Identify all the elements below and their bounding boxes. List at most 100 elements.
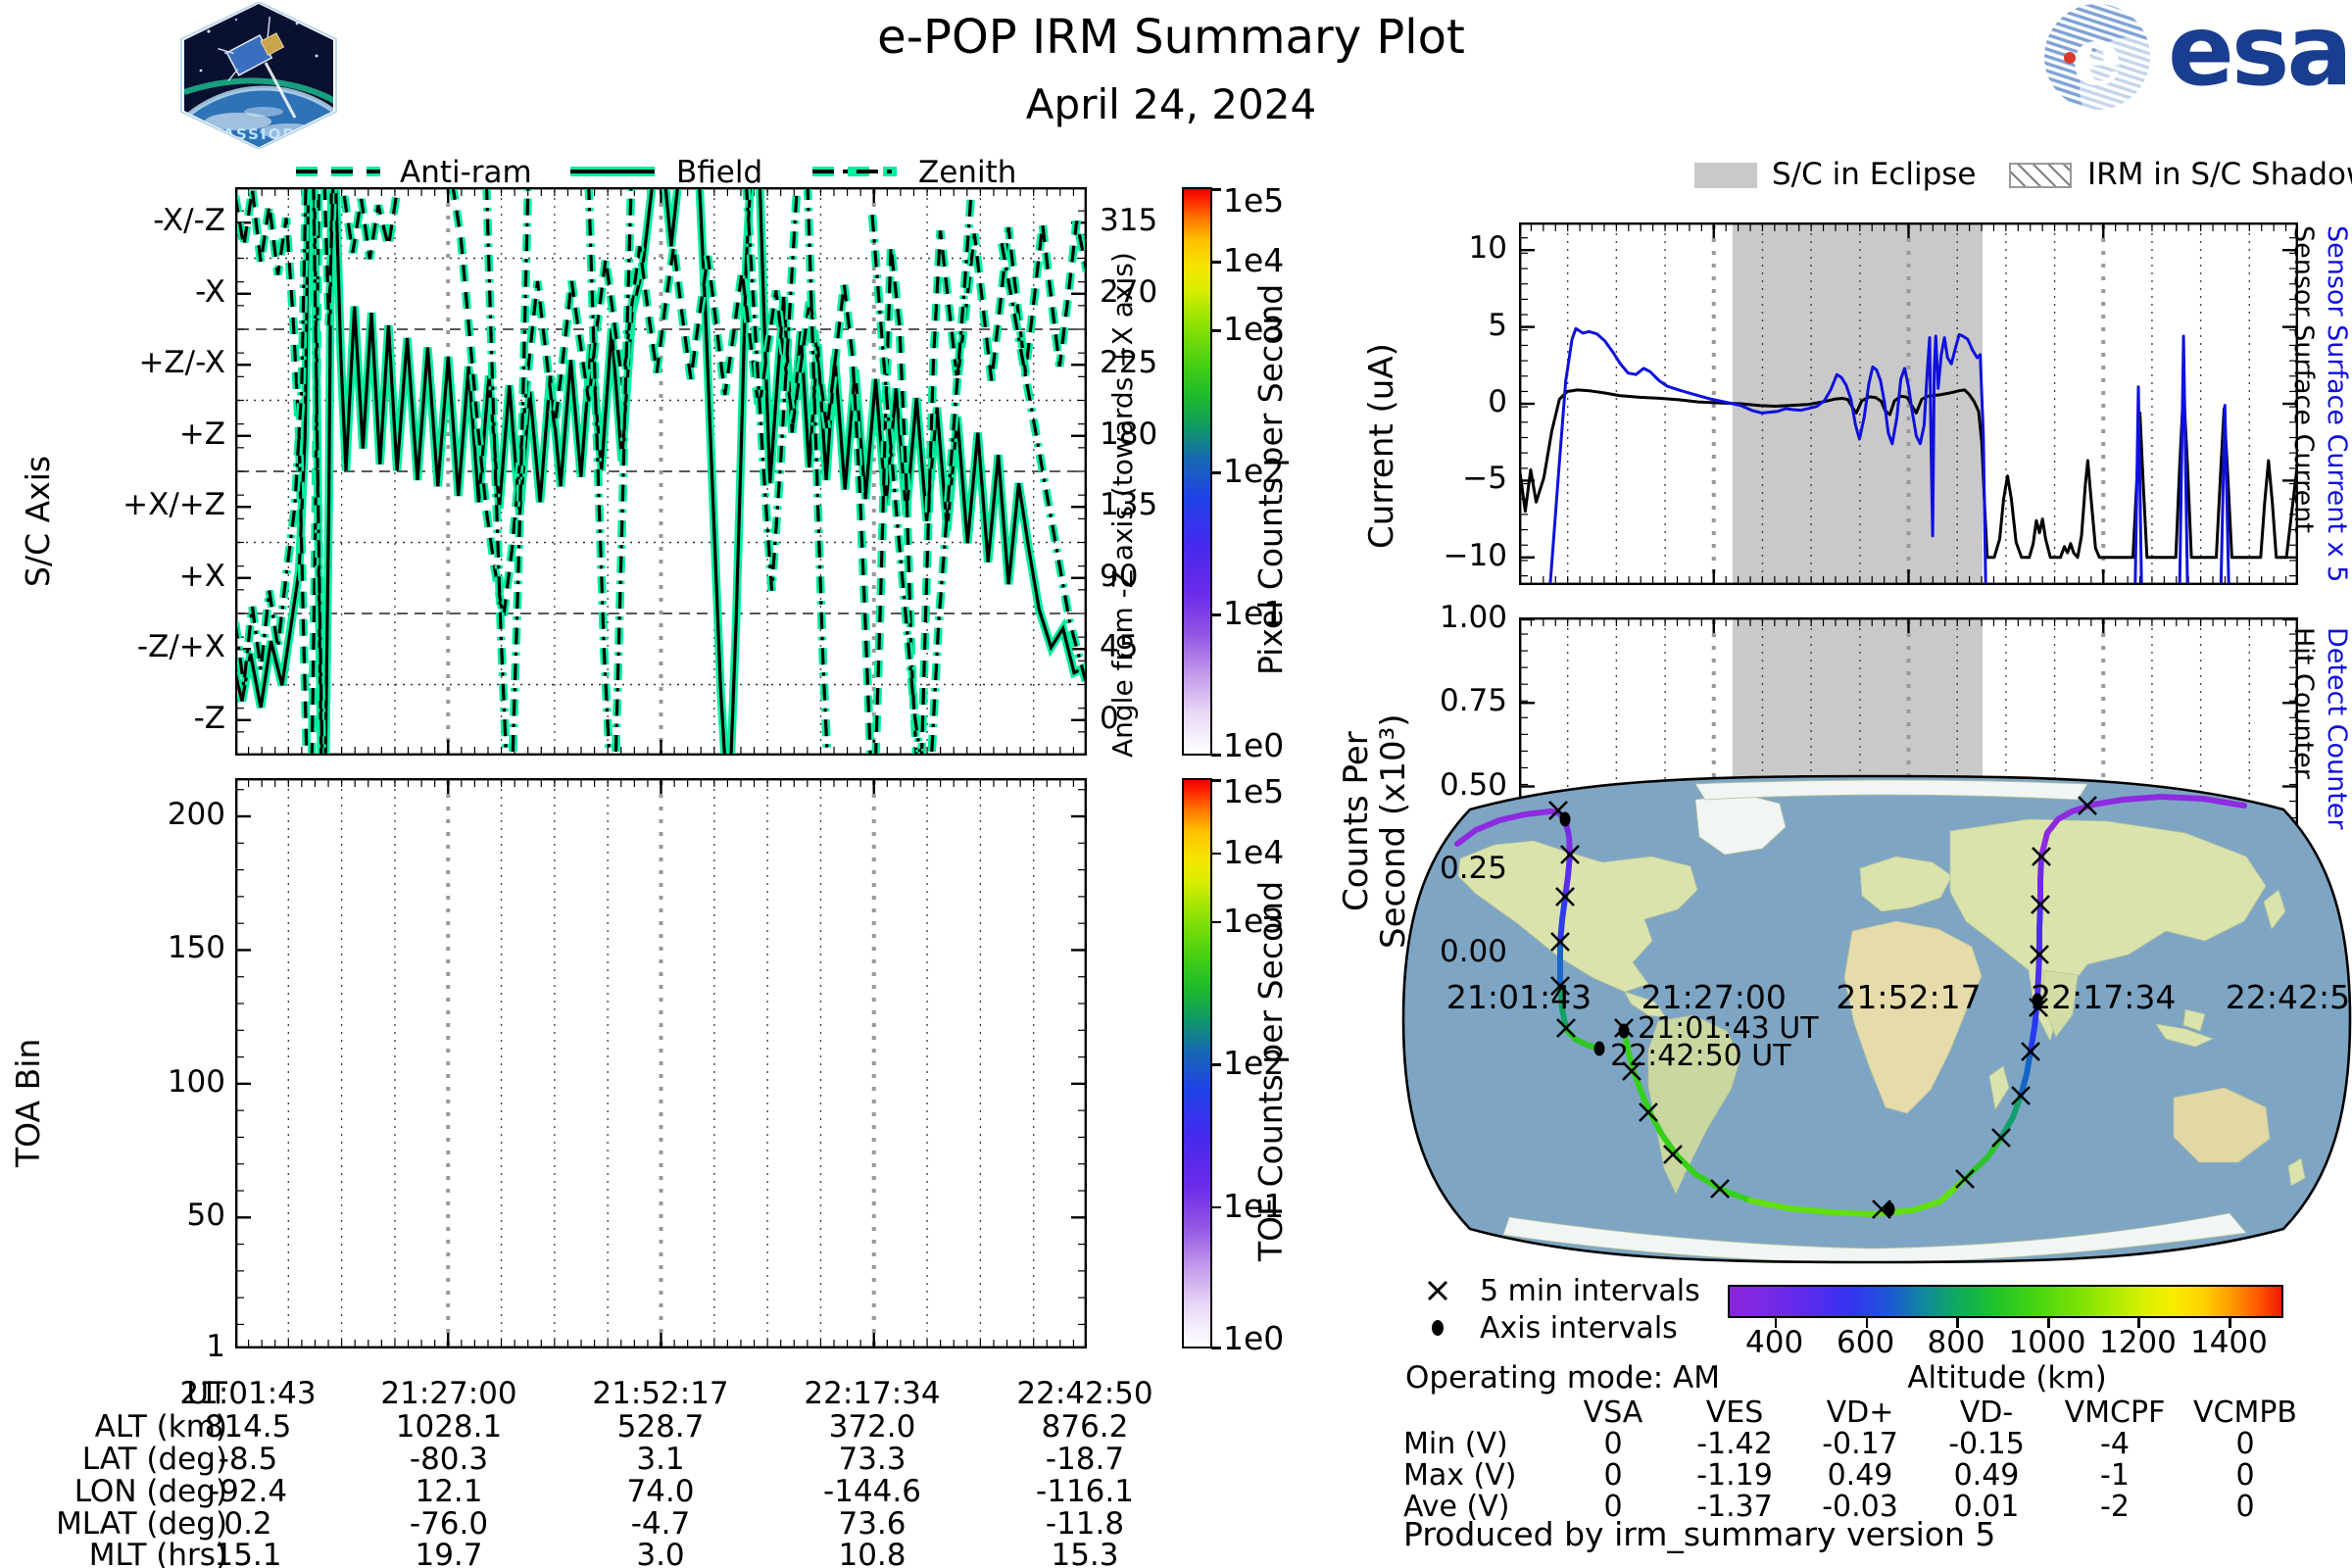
current-ytick: 5 bbox=[1488, 307, 1507, 343]
ephemeris-cell: -76.0 bbox=[409, 1506, 489, 1542]
five-min-marker bbox=[1550, 932, 1570, 952]
alt-cbar-tickmark bbox=[1774, 1318, 1778, 1328]
ephemeris-row-label: MLAT (deg) bbox=[56, 1506, 227, 1542]
attitude-ytick-left: -Z/+X bbox=[136, 629, 225, 665]
track-segment-5 bbox=[2018, 1049, 2034, 1099]
legend-label-bfield: Bfield bbox=[676, 155, 763, 190]
voltage-row-label: Min (V) bbox=[1403, 1427, 1508, 1461]
track-segment-10 bbox=[1454, 808, 1561, 847]
voltage-cell: 0 bbox=[2235, 1427, 2255, 1461]
tof-cbar-tickmark bbox=[1211, 1347, 1221, 1349]
voltage-col-header: VSA bbox=[1583, 1396, 1643, 1430]
toa-ylabel: TOA Bin bbox=[9, 1038, 47, 1167]
ephemeris-row-label: ALT (km) bbox=[94, 1409, 227, 1445]
attitude-ytick-right: 45 bbox=[1100, 629, 1139, 665]
patch-beam bbox=[264, 62, 297, 119]
alt-cbar-ticklabel: 1000 bbox=[2008, 1325, 2086, 1360]
axis-interval-marker bbox=[1884, 1201, 1895, 1217]
legend-sample-zenith bbox=[812, 167, 897, 176]
ephemeris-cell: -144.6 bbox=[823, 1474, 921, 1509]
counts-ytick: 1.00 bbox=[1439, 600, 1507, 635]
eclipse-legend-swatch bbox=[1694, 163, 1757, 188]
ephemeris-cell: 15.1 bbox=[214, 1538, 282, 1568]
tof-cbar-ticklabel: 1e0 bbox=[1223, 1319, 1285, 1357]
map-legend-label: Axis intervals bbox=[1480, 1311, 1678, 1346]
map-land-madagascar bbox=[1988, 1065, 2010, 1111]
voltage-cell: -1.42 bbox=[1696, 1427, 1773, 1461]
map-land-australia bbox=[2173, 1087, 2271, 1163]
right-time-tick: 22:17:34 bbox=[2031, 978, 2177, 1016]
alt-cbar-ticklabel: 1200 bbox=[2098, 1325, 2177, 1360]
shadow-legend-label: IRM in S/C Shadow bbox=[2087, 157, 2352, 192]
five-min-marker bbox=[1955, 1169, 1975, 1189]
alt-cbar-ticklabel: 800 bbox=[1927, 1325, 1985, 1360]
five-min-marker bbox=[2021, 1042, 2040, 1061]
attitude-ytick-left: +X/+Z bbox=[122, 487, 225, 523]
page-date: April 24, 2024 bbox=[1025, 80, 1317, 128]
counts-ylabel-line1: Counts Per bbox=[1337, 731, 1376, 911]
esa-logo-emblem: e bbox=[2044, 4, 2150, 110]
ephemeris-cell: 876.2 bbox=[1041, 1409, 1129, 1445]
tof-cbar-ticklabel: 1e1 bbox=[1223, 1186, 1285, 1225]
map-land-new-zealand bbox=[2287, 1157, 2306, 1187]
alt-cbar-ticklabel: 400 bbox=[1745, 1325, 1804, 1360]
ephemeris-cell: 21:52:17 bbox=[592, 1376, 729, 1411]
axis-interval-marker bbox=[1593, 1041, 1605, 1056]
voltage-cell: -1 bbox=[2100, 1458, 2130, 1493]
toa-ytick: 1 bbox=[206, 1329, 225, 1364]
legend-sample-bfield bbox=[570, 167, 655, 176]
track-segment-15 bbox=[1557, 984, 1569, 1032]
tof-cbar-tickmark bbox=[1211, 852, 1221, 856]
attitude-ytick-left: -X/-Z bbox=[153, 203, 225, 239]
ephemeris-cell: 21:01:43 bbox=[179, 1376, 317, 1411]
attitude-ytick-left: -X bbox=[195, 273, 225, 310]
voltage-cell: -0.03 bbox=[1822, 1490, 1898, 1524]
attitude-ytick-left: +Z/-X bbox=[138, 345, 225, 381]
pixel-cbar-tickmark bbox=[1211, 261, 1221, 264]
current-ytick: −5 bbox=[1462, 461, 1507, 497]
legend-label-zenith: Zenith bbox=[918, 155, 1017, 190]
map-land-borneo bbox=[2182, 1008, 2206, 1032]
voltage-cell: -1.19 bbox=[1696, 1458, 1773, 1493]
five-min-marker bbox=[1556, 1018, 1576, 1038]
attitude-ytick-right: 90 bbox=[1100, 558, 1139, 594]
tof-cbar-tickmark bbox=[1211, 1063, 1221, 1066]
five-min-marker bbox=[2032, 847, 2051, 866]
attitude-ytick-right: 270 bbox=[1100, 273, 1158, 310]
ephemeris-cell: 10.8 bbox=[838, 1538, 906, 1568]
attitude-curves bbox=[237, 189, 1085, 754]
voltage-row-label: Max (V) bbox=[1403, 1458, 1517, 1493]
attitude-ytick-right: 135 bbox=[1100, 487, 1158, 523]
five-min-marker bbox=[1555, 887, 1575, 906]
legend-sample-anti-ram bbox=[296, 167, 380, 176]
esa-emblem-e: e bbox=[2072, 10, 2123, 104]
map-land-central-america bbox=[1624, 991, 1667, 1018]
pixel-cbar-ticklabel: 1e3 bbox=[1223, 310, 1285, 348]
track-segment-8 bbox=[2037, 854, 2044, 907]
five-min-marker bbox=[1550, 976, 1570, 996]
esa-logo-text: esa bbox=[2168, 0, 2352, 108]
attitude-ytick-left: +X bbox=[178, 558, 225, 594]
right-time-tick: 21:27:00 bbox=[1641, 978, 1787, 1016]
patch-aurora bbox=[184, 77, 333, 105]
attitude-ytick-left: -Z bbox=[193, 700, 225, 736]
ephemeris-cell: -4.7 bbox=[630, 1506, 691, 1542]
map-land-europe bbox=[1859, 856, 1953, 912]
map-end-label: 22:42:50 UT bbox=[1610, 1039, 1791, 1073]
ephemeris-cell: 1028.1 bbox=[395, 1409, 503, 1445]
x-marker-glyph bbox=[1427, 1280, 1448, 1301]
voltage-cell: 0 bbox=[1603, 1490, 1623, 1524]
toa-plot bbox=[235, 778, 1087, 1348]
page-title: e-POP IRM Summary Plot bbox=[877, 10, 1465, 65]
map-legend-marker-dot bbox=[1432, 1320, 1444, 1336]
pixel-cbar-ticklabel: 1e5 bbox=[1223, 181, 1285, 220]
plot-frame bbox=[1519, 222, 2298, 585]
voltage-cell: 0.49 bbox=[1953, 1458, 2020, 1493]
operating-mode: Operating mode: AM bbox=[1405, 1360, 1721, 1396]
ephemeris-row-label: MLT (hrs) bbox=[88, 1538, 227, 1568]
ephemeris-cell: -80.3 bbox=[409, 1442, 489, 1477]
ephemeris-cell: -116.1 bbox=[1036, 1474, 1134, 1509]
tof-colorbar bbox=[1182, 778, 1212, 1348]
attitude-ytick-left: +Z bbox=[178, 416, 225, 452]
five-min-marker bbox=[2031, 895, 2050, 914]
